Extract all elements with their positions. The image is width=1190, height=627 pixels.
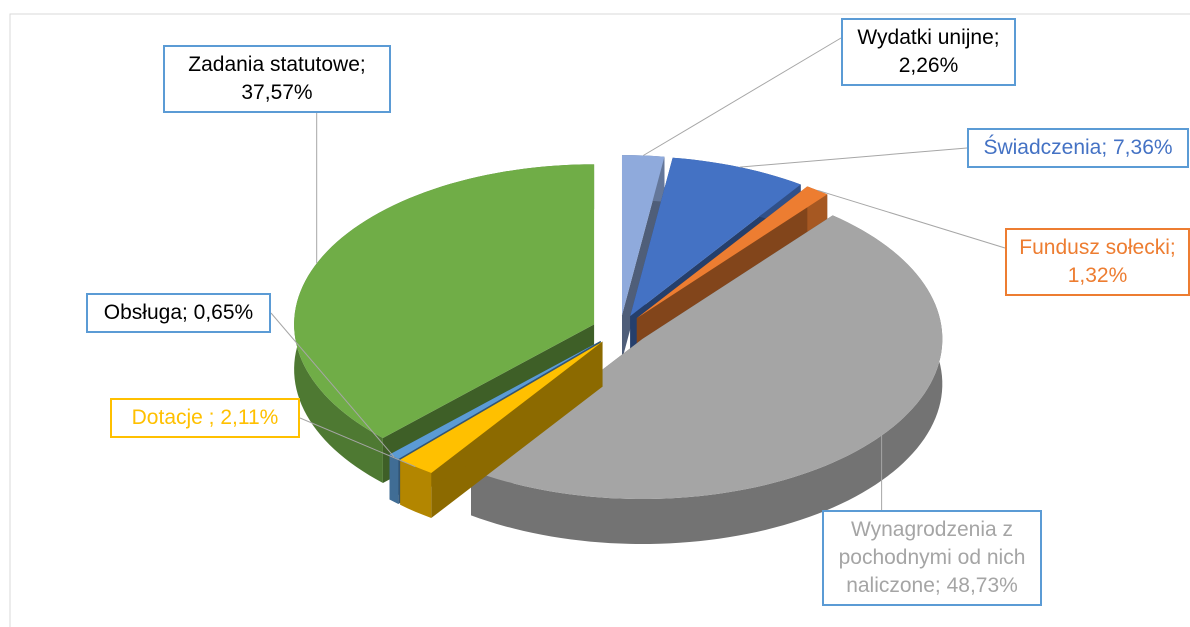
chart-frame	[9, 13, 1190, 627]
slice-cut	[400, 341, 603, 505]
data-label: Fundusz sołecki; 1,32%	[1005, 228, 1190, 296]
slice-side	[471, 215, 943, 545]
pie-slice	[621, 155, 665, 361]
slice-top	[389, 340, 601, 459]
data-label: Zadania statutowe; 37,57%	[163, 45, 391, 113]
leader-line	[643, 37, 842, 156]
data-label: Wydatki unijne; 2,26%	[841, 18, 1016, 86]
data-label: Świadczenia; 7,36%	[967, 128, 1189, 168]
slice-top	[621, 155, 665, 316]
data-label: Obsługa; 0,65%	[86, 293, 271, 333]
leader-line	[299, 417, 416, 468]
leader-line	[270, 312, 395, 458]
data-label: Wynagrodzenia z pochodnymi od nich nalic…	[822, 510, 1042, 606]
slice-side	[389, 454, 399, 504]
slice-top	[471, 215, 943, 500]
leader-line	[739, 147, 968, 168]
slice-top	[294, 164, 595, 438]
leader-line	[817, 189, 1006, 249]
pie-slice	[400, 341, 603, 519]
slice-side	[400, 459, 432, 519]
slice-top	[630, 157, 801, 317]
slice-top	[636, 186, 828, 319]
data-label: Dotacje ; 2,11%	[110, 398, 300, 438]
slice-top	[400, 341, 603, 474]
